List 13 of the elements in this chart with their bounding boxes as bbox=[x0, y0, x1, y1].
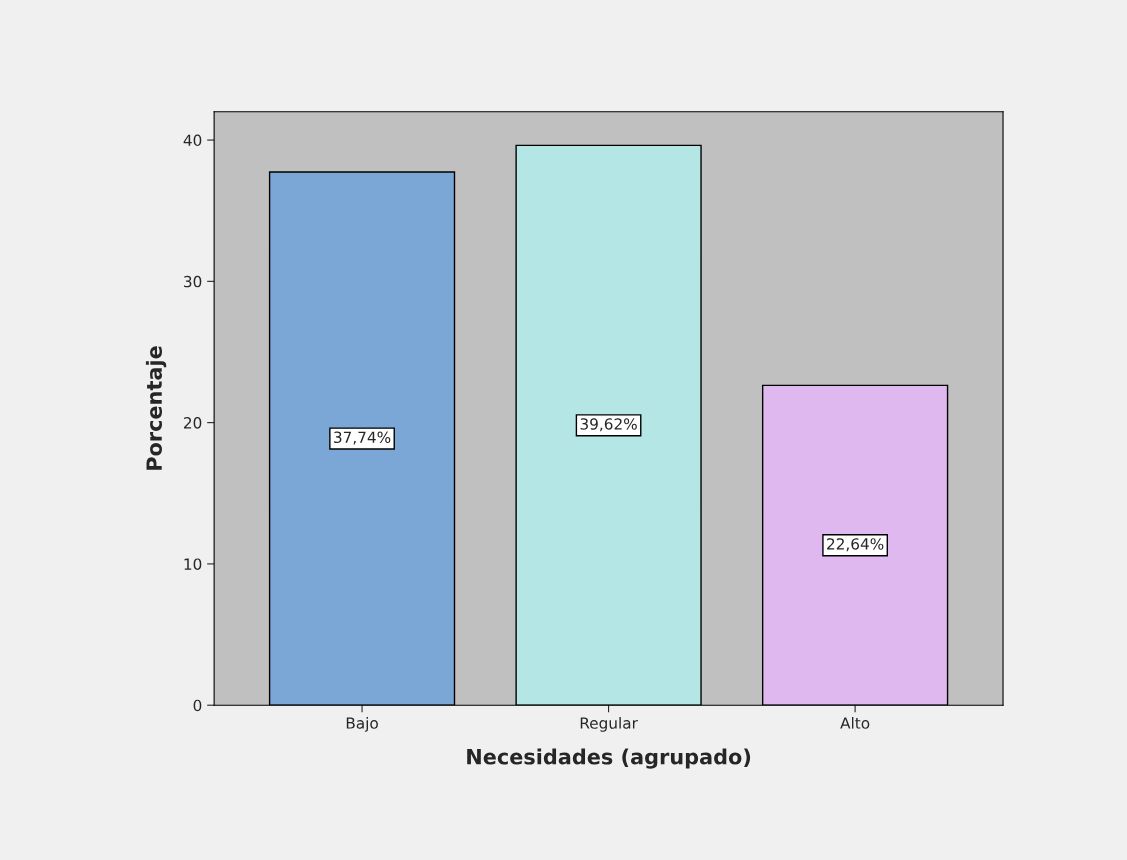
y-tick-label: 10 bbox=[184, 558, 202, 570]
y-tick-label: 30 bbox=[184, 275, 202, 288]
data-label: 39,62% bbox=[580, 418, 637, 432]
x-tick-label: Regular bbox=[580, 717, 638, 732]
y-axis-title: Porcentaje bbox=[145, 346, 167, 470]
x-tick-label: Bajo bbox=[346, 717, 378, 732]
x-axis-title: Necesidades (agrupado) bbox=[467, 748, 751, 769]
y-tick-label: 40 bbox=[183, 134, 202, 147]
y-tick-label: 20 bbox=[184, 417, 202, 429]
data-label: 22,64% bbox=[827, 538, 884, 552]
data-label: 37,74% bbox=[334, 431, 391, 445]
x-tick-label: Alto bbox=[840, 717, 870, 729]
y-tick-label: 0 bbox=[193, 699, 202, 712]
